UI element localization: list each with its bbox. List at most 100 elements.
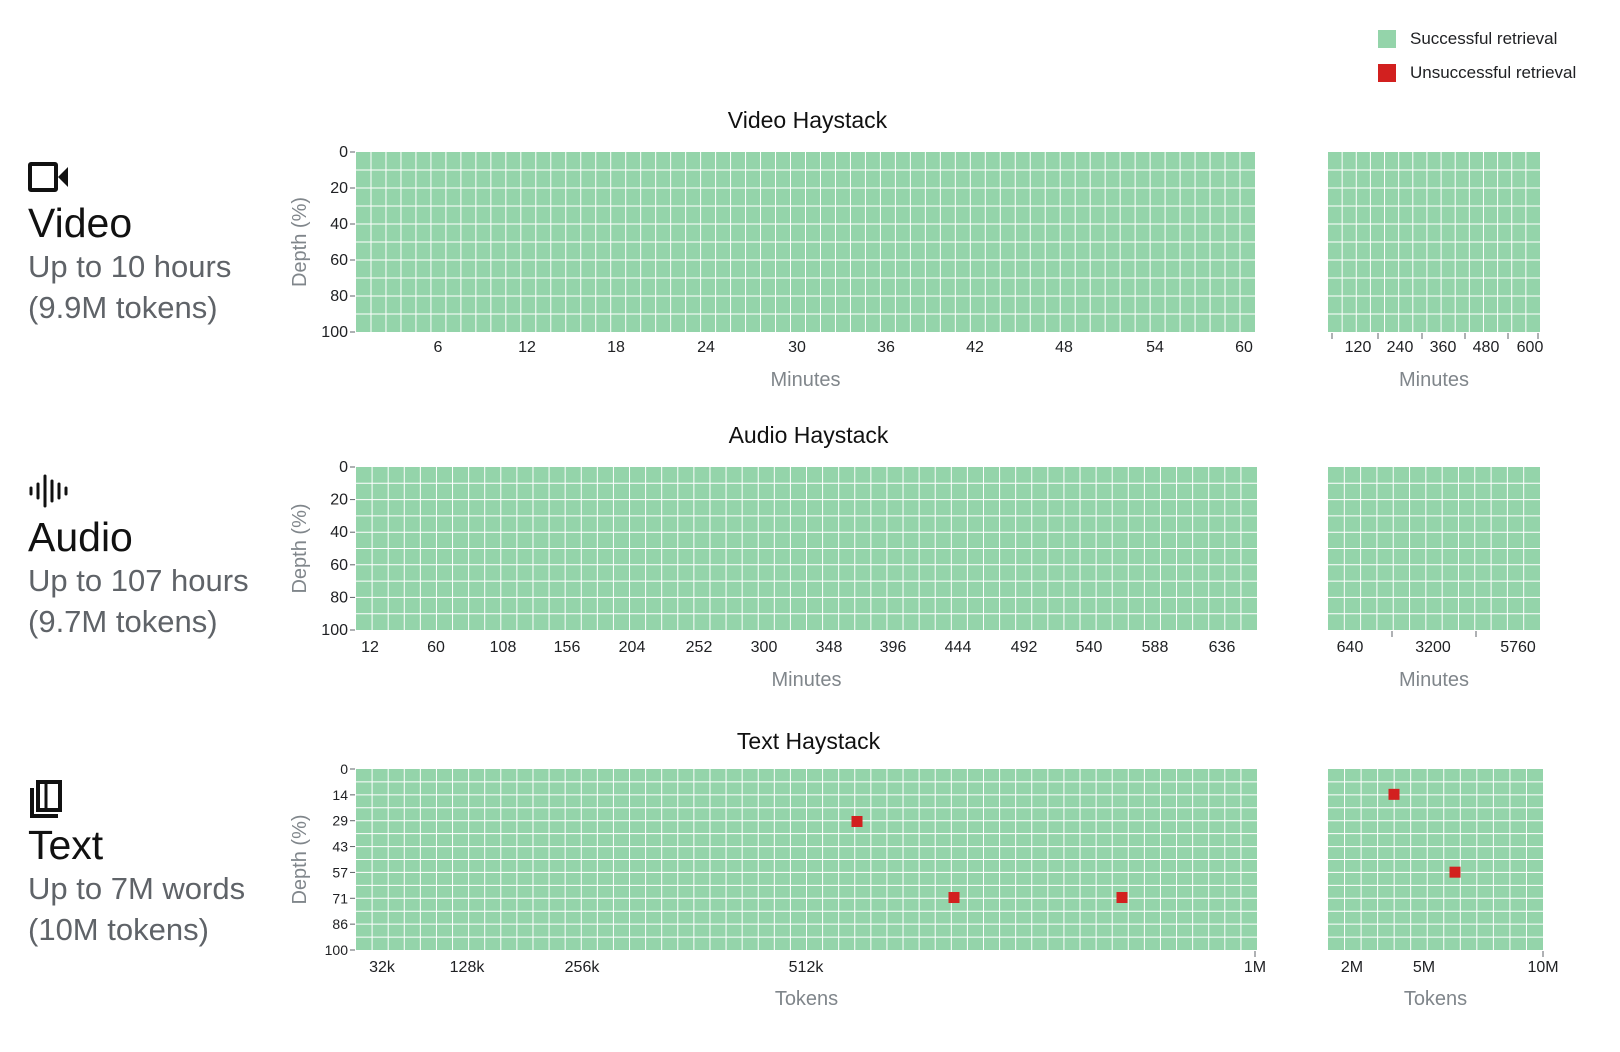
legend-swatch-success	[1378, 30, 1396, 48]
modality-name: Audio	[28, 514, 133, 560]
x-tick-label: 108	[490, 639, 517, 656]
x-axis-label: Minutes	[1399, 669, 1469, 691]
x-tick-label: 12	[518, 339, 536, 356]
x-tick-label: 156	[554, 639, 581, 656]
x-tick-label: 60	[1235, 339, 1253, 356]
x-tick-label: 600	[1517, 339, 1544, 356]
modality-video: Video Up to 10 hours (9.9M tokens)	[28, 158, 231, 328]
x-tick-label: 5760	[1500, 639, 1536, 656]
x-tick-label: 32k	[369, 959, 396, 976]
chart-title: Video Haystack	[728, 107, 888, 133]
x-tick-label: 120	[1345, 339, 1372, 356]
modality-duration: Up to 7M words	[28, 871, 246, 906]
failure-cell	[1449, 866, 1461, 878]
legend-swatch-failure	[1378, 64, 1396, 82]
y-tick-label: 60	[330, 252, 348, 269]
y-axis-label: Depth (%)	[289, 814, 311, 904]
y-tick-label: 86	[332, 916, 348, 932]
x-tick-label: 5M	[1413, 959, 1435, 976]
x-tick-label: 360	[1430, 339, 1457, 356]
x-tick-label: 444	[945, 639, 972, 656]
legend: Successful retrieval Unsuccessful retrie…	[1378, 22, 1576, 90]
y-tick-label: 0	[339, 144, 348, 161]
x-tick-label: 480	[1473, 339, 1500, 356]
chart-title: Audio Haystack	[729, 422, 889, 448]
x-tick-label: 42	[966, 339, 984, 356]
x-tick-label: 24	[697, 339, 715, 356]
modality-text: Text Up to 7M words (10M tokens)	[28, 780, 245, 950]
failure-cell	[1388, 788, 1400, 800]
legend-label-failure: Unsuccessful retrieval	[1410, 63, 1577, 82]
video-camera-icon	[28, 162, 68, 192]
x-axis-label: Tokens	[1404, 988, 1467, 1010]
failure-cell	[851, 815, 863, 827]
chart-title: Text Haystack	[737, 728, 881, 754]
x-tick-label: 252	[686, 639, 713, 656]
x-tick-label: 256k	[565, 959, 601, 976]
x-tick-label: 36	[877, 339, 895, 356]
x-axis-label: Minutes	[770, 369, 840, 391]
audio-wave-icon	[29, 474, 68, 508]
legend-item-failure: Unsuccessful retrieval	[1378, 56, 1576, 90]
x-tick-label: 640	[1337, 639, 1364, 656]
x-tick-label: 1M	[1244, 959, 1266, 976]
y-tick-label: 100	[321, 324, 348, 341]
x-tick-label: 48	[1055, 339, 1073, 356]
y-tick-label: 0	[340, 761, 348, 777]
y-tick-label: 71	[332, 890, 348, 906]
x-tick-label: 10M	[1527, 959, 1558, 976]
x-axis-label: Tokens	[775, 988, 838, 1010]
x-tick-label: 540	[1076, 639, 1103, 656]
y-tick-label: 40	[330, 524, 348, 541]
modality-tokens: (10M tokens)	[28, 912, 209, 947]
book-icon	[30, 780, 62, 818]
x-tick-label: 204	[619, 639, 646, 656]
y-tick-label: 40	[330, 216, 348, 233]
x-tick-label: 18	[607, 339, 625, 356]
modality-duration: Up to 107 hours	[28, 563, 249, 598]
y-tick-label: 60	[330, 557, 348, 574]
x-tick-label: 54	[1146, 339, 1164, 356]
y-tick-label: 57	[332, 864, 348, 880]
x-tick-label: 240	[1387, 339, 1414, 356]
x-tick-label: 6	[434, 339, 443, 356]
y-tick-label: 43	[332, 839, 348, 855]
legend-label-success: Successful retrieval	[1410, 29, 1558, 48]
x-tick-label: 588	[1142, 639, 1169, 656]
modality-duration: Up to 10 hours	[28, 249, 232, 284]
legend-item-success: Successful retrieval	[1378, 22, 1576, 56]
x-axis-label: Minutes	[1399, 369, 1469, 391]
x-tick-label: 3200	[1415, 639, 1451, 656]
x-tick-label: 492	[1011, 639, 1038, 656]
x-tick-label: 636	[1209, 639, 1236, 656]
y-tick-label: 0	[339, 459, 348, 476]
x-tick-label: 300	[751, 639, 778, 656]
y-tick-label: 100	[321, 622, 348, 639]
x-tick-label: 396	[880, 639, 907, 656]
y-tick-label: 80	[330, 288, 348, 305]
x-tick-label: 2M	[1341, 959, 1363, 976]
modality-name: Video	[28, 200, 133, 246]
y-tick-label: 29	[332, 813, 348, 829]
y-tick-label: 20	[330, 492, 348, 509]
y-tick-label: 100	[325, 942, 349, 958]
x-tick-label: 30	[788, 339, 806, 356]
x-tick-label: 128k	[450, 959, 486, 976]
y-tick-label: 14	[332, 787, 348, 803]
modality-tokens: (9.7M tokens)	[28, 604, 218, 639]
x-tick-label: 12	[361, 639, 379, 656]
y-axis-label: Depth (%)	[289, 503, 311, 593]
y-tick-label: 80	[330, 589, 348, 606]
modality-tokens: (9.9M tokens)	[28, 290, 218, 325]
x-axis-label: Minutes	[771, 669, 841, 691]
failure-cell	[948, 892, 960, 904]
modality-name: Text	[28, 822, 104, 868]
x-tick-label: 348	[816, 639, 843, 656]
y-tick-label: 20	[330, 180, 348, 197]
failure-cell	[1116, 892, 1128, 904]
y-axis-label: Depth (%)	[289, 197, 311, 287]
modality-audio: Audio Up to 107 hours (9.7M tokens)	[28, 472, 249, 642]
x-tick-label: 512k	[789, 959, 825, 976]
x-tick-label: 60	[427, 639, 445, 656]
